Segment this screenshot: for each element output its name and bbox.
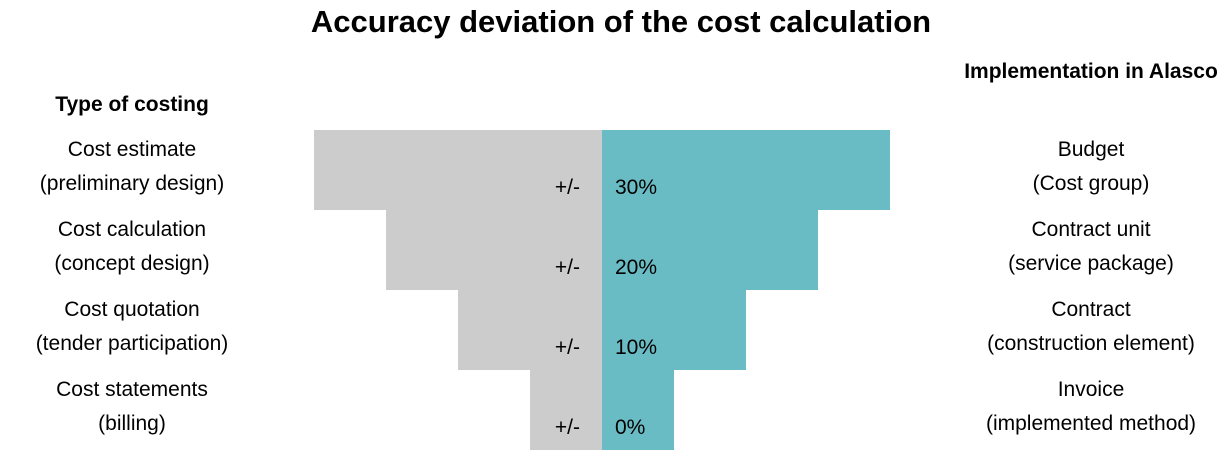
deviation-value-label-2: 20% — [615, 256, 657, 279]
costing-type-1-phase: (preliminary design) — [39, 172, 225, 195]
implementation-2-name: Contract unit — [1031, 218, 1151, 241]
right-column-header: Implementation in Alasco — [964, 60, 1218, 83]
costing-type-2: Cost calculation (concept design) — [12, 213, 252, 281]
funnel-bar-minus-2 — [386, 210, 602, 290]
costing-type-2-phase: (concept design) — [54, 252, 210, 275]
left-column-header: Type of costing — [55, 93, 209, 116]
funnel-bar-plus-4 — [602, 370, 674, 450]
funnel-bar-minus-1 — [314, 130, 602, 210]
implementation-3-name: Contract — [1051, 298, 1131, 321]
costing-type-4: Cost statements (billing) — [12, 373, 252, 441]
funnel-bar-minus-4 — [530, 370, 602, 450]
costing-type-3: Cost quotation (tender participation) — [12, 293, 252, 361]
implementation-1-detail: (Cost group) — [1032, 172, 1150, 195]
costing-type-4-name: Cost statements — [56, 378, 208, 401]
costing-type-4-phase: (billing) — [98, 412, 166, 435]
implementation-4: Invoice (implemented method) — [960, 373, 1222, 441]
chart-title: Accuracy deviation of the cost calculati… — [310, 4, 932, 39]
costing-type-3-name: Cost quotation — [64, 298, 200, 321]
funnel-bar-plus-3 — [602, 290, 746, 370]
implementation-3-detail: (construction element) — [987, 332, 1195, 355]
costing-type-1: Cost estimate (preliminary design) — [12, 133, 252, 201]
costing-type-2-name: Cost calculation — [57, 218, 207, 241]
implementation-1: Budget (Cost group) — [960, 133, 1222, 201]
plus-minus-label-1: +/- — [555, 176, 580, 199]
funnel-bar-minus-3 — [458, 290, 602, 370]
implementation-2-detail: (service package) — [1008, 252, 1174, 275]
plus-minus-label-3: +/- — [555, 336, 580, 359]
funnel-bar-plus-1 — [602, 130, 890, 210]
plus-minus-label-2: +/- — [555, 256, 580, 279]
deviation-value-label-1: 30% — [615, 176, 657, 199]
deviation-value-label-3: 10% — [615, 336, 657, 359]
funnel-bar-plus-2 — [602, 210, 818, 290]
deviation-value-label-4: 0% — [615, 416, 645, 439]
implementation-4-name: Invoice — [1057, 378, 1125, 401]
costing-type-3-phase: (tender participation) — [35, 332, 229, 355]
implementation-4-detail: (implemented method) — [985, 412, 1197, 435]
implementation-3: Contract (construction element) — [960, 293, 1222, 361]
plus-minus-label-4: +/- — [555, 416, 580, 439]
implementation-2: Contract unit (service package) — [960, 213, 1222, 281]
costing-type-1-name: Cost estimate — [67, 138, 197, 161]
implementation-1-name: Budget — [1057, 138, 1125, 161]
